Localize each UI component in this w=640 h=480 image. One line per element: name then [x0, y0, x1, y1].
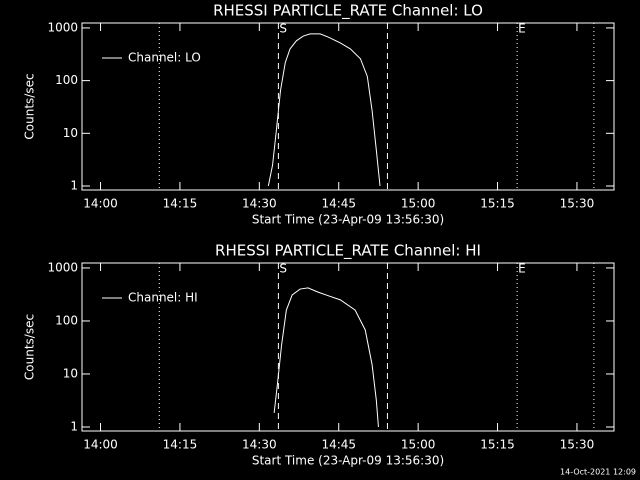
y-tick-label: 100: [55, 313, 78, 327]
x-tick-label: 15:15: [480, 197, 515, 211]
marker-label: E: [518, 22, 526, 36]
y-axis-label: Counts/sec: [23, 73, 37, 139]
y-tick-label: 1: [70, 419, 78, 433]
legend-label: Channel: LO: [128, 51, 201, 65]
series-line: [273, 287, 379, 428]
y-tick-label: 1000: [47, 20, 78, 34]
marker-label: S: [279, 22, 287, 36]
x-tick-label: 14:00: [83, 197, 118, 211]
chart-title: RHESSI PARTICLE_RATE Channel: LO: [213, 2, 483, 21]
y-axis-label: Counts/sec: [23, 314, 37, 380]
y-tick-label: 1: [70, 179, 78, 193]
x-tick-label: 15:30: [560, 438, 595, 452]
x-tick-label: 14:00: [83, 438, 118, 452]
y-tick-label: 1000: [47, 260, 78, 274]
chart-title: RHESSI PARTICLE_RATE Channel: HI: [215, 242, 481, 261]
x-tick-label: 14:45: [321, 197, 356, 211]
x-tick-label: 14:30: [242, 438, 277, 452]
marker-label: E: [518, 262, 526, 276]
y-tick-label: 10: [63, 366, 78, 380]
x-tick-label: 15:00: [401, 438, 436, 452]
plot-frame: [81, 22, 615, 191]
x-tick-label: 15:30: [560, 197, 595, 211]
marker-label: S: [279, 262, 287, 276]
x-tick-label: 14:30: [242, 197, 277, 211]
y-tick-label: 10: [63, 126, 78, 140]
x-tick-label: 15:00: [401, 197, 436, 211]
plot-frame: [81, 262, 615, 432]
x-tick-label: 14:15: [163, 438, 198, 452]
x-tick-label: 15:15: [480, 438, 515, 452]
x-axis-label: Start Time (23-Apr-09 13:56:30): [252, 454, 444, 468]
x-tick-label: 14:15: [163, 197, 198, 211]
y-tick-label: 100: [55, 73, 78, 87]
series-line: [267, 33, 381, 187]
x-axis-label: Start Time (23-Apr-09 13:56:30): [252, 213, 444, 227]
footer: 14-Oct-2021 12:09: [560, 468, 636, 477]
legend-label: Channel: HI: [128, 291, 198, 305]
x-tick-label: 14:45: [321, 438, 356, 452]
